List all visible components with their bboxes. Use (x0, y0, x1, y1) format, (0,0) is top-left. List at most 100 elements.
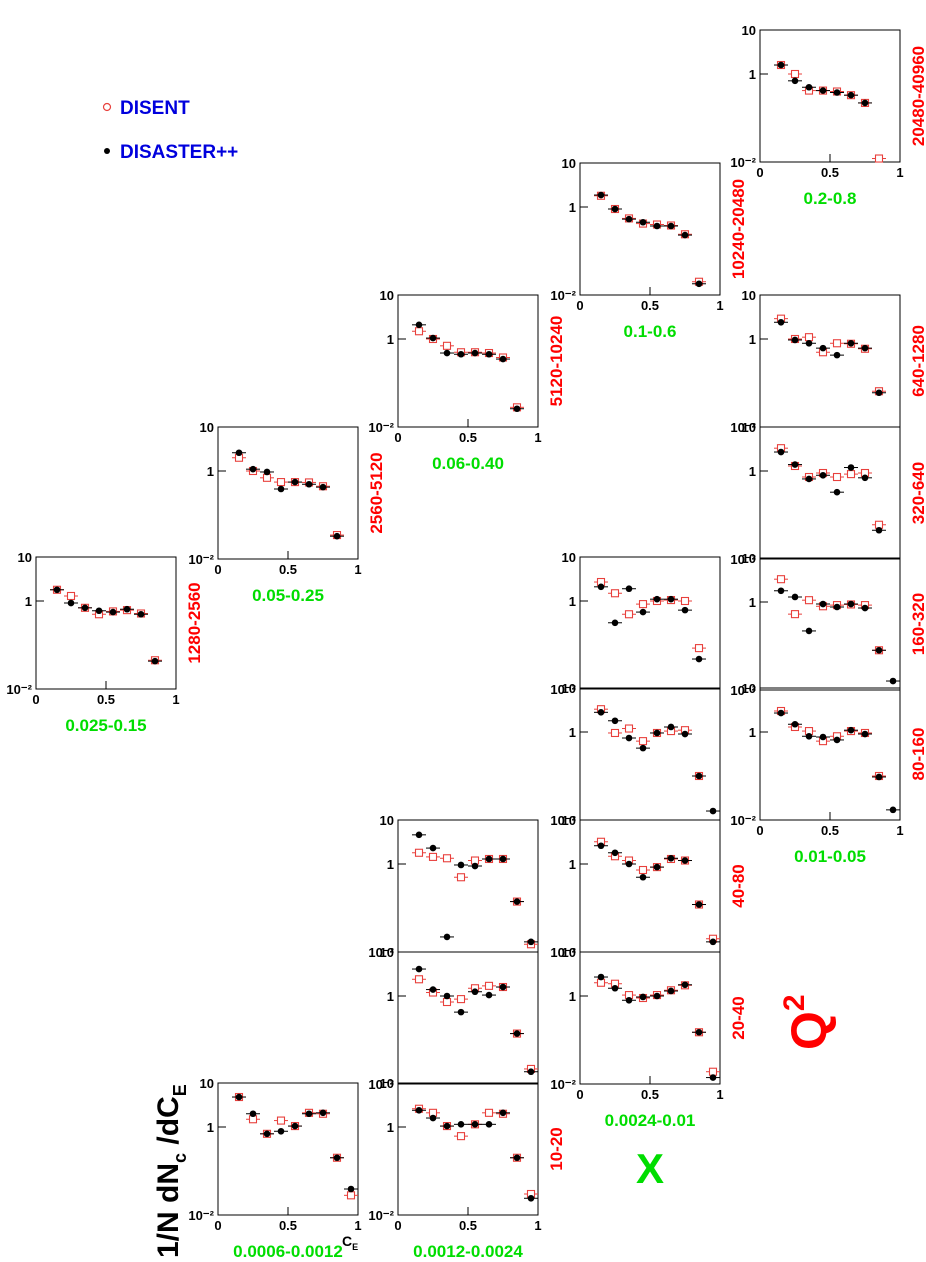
data-point (440, 341, 454, 350)
x-tick-label: 0.5 (459, 1218, 477, 1233)
x-tick-label: 0.5 (641, 298, 659, 313)
point-part (847, 339, 855, 347)
data-point (426, 986, 440, 993)
q2-range-label: 80-160 (909, 728, 926, 781)
data-point (412, 848, 426, 857)
point-part (319, 483, 327, 491)
y-tick-label: 1 (569, 200, 576, 215)
data-point (692, 644, 706, 653)
data-point (844, 91, 858, 99)
point-part (681, 981, 689, 989)
q2-range-label: 10240-20480 (729, 179, 748, 279)
x-tick-label: 0 (394, 1218, 401, 1233)
data-point (454, 1132, 468, 1141)
data-point (650, 863, 664, 871)
data-point (426, 334, 440, 342)
data-point (594, 842, 608, 850)
data-point (788, 720, 802, 728)
point-part (442, 997, 452, 1007)
point-part (485, 350, 493, 358)
q2-range-label: 5120-10240 (547, 316, 566, 407)
y-tick-label: 10⁻² (550, 288, 576, 303)
data-point (636, 873, 650, 881)
point-part (709, 807, 717, 815)
point-part (319, 1109, 327, 1117)
point-part (861, 344, 869, 352)
point-part (429, 1114, 437, 1122)
data-point (344, 1191, 358, 1200)
data-point (440, 992, 454, 1000)
x-tick-label: 1 (534, 430, 541, 445)
data-point (802, 339, 816, 347)
point-part (790, 610, 800, 619)
data-point (260, 473, 274, 482)
point-part (527, 1194, 535, 1202)
data-point (274, 478, 288, 487)
point-part (484, 981, 494, 990)
point-part (846, 470, 856, 479)
point-part (347, 1185, 355, 1193)
y-tick-label: 10⁻² (550, 813, 576, 828)
data-point (788, 610, 802, 619)
data-point (594, 191, 608, 199)
point-part (277, 1127, 285, 1135)
data-point (496, 855, 510, 863)
y-tick-label: 10 (380, 288, 394, 303)
x-tick-label: 0 (576, 298, 583, 313)
data-point (412, 975, 426, 984)
point-part (833, 89, 841, 96)
data-point (788, 77, 802, 85)
point-part (833, 736, 841, 744)
legend-marker (104, 148, 110, 154)
point-part (667, 723, 675, 731)
point-part (499, 983, 507, 991)
x-range-label: 0.025-0.15 (65, 716, 146, 735)
point-part (777, 709, 785, 717)
point-part (847, 600, 855, 608)
y-tick-label: 1 (569, 725, 576, 740)
point-part (653, 863, 661, 871)
data-point (872, 773, 886, 781)
data-point (524, 938, 538, 946)
point-part (611, 984, 619, 992)
data-point (440, 1122, 454, 1130)
point-part (235, 1093, 243, 1101)
point-part (346, 1191, 356, 1200)
point-part (639, 218, 647, 226)
y-tick-label: 10⁻² (730, 813, 756, 828)
point-part (875, 773, 883, 781)
data-point (844, 726, 858, 734)
point-part (415, 965, 423, 973)
y-tick-label: 10 (380, 945, 394, 960)
data-point (636, 218, 650, 226)
x-title: X (636, 1145, 664, 1192)
y-tick-label: 10 (18, 550, 32, 565)
data-point (232, 1093, 246, 1101)
data-point (692, 901, 706, 908)
data-point (622, 610, 636, 619)
data-point (608, 984, 622, 992)
data-point (858, 474, 872, 482)
point-part (847, 726, 855, 734)
data-point (92, 607, 106, 615)
y-tick-label: 10 (200, 420, 214, 435)
data-point (412, 965, 426, 973)
data-point (788, 593, 802, 601)
data-point (482, 981, 496, 990)
x-tick-label: 1 (354, 562, 361, 577)
point-part (805, 627, 813, 635)
point-part (695, 1028, 703, 1036)
point-part (291, 1122, 299, 1130)
point-part (708, 1067, 718, 1076)
point-part (653, 595, 661, 603)
data-point (482, 855, 496, 863)
point-part (625, 215, 633, 223)
data-point (274, 1127, 288, 1135)
point-part (819, 471, 827, 479)
point-part (456, 1132, 466, 1141)
data-point (678, 981, 692, 989)
point-part (443, 349, 451, 357)
point-part (291, 478, 299, 486)
point-part (123, 605, 131, 613)
data-point (636, 600, 650, 609)
